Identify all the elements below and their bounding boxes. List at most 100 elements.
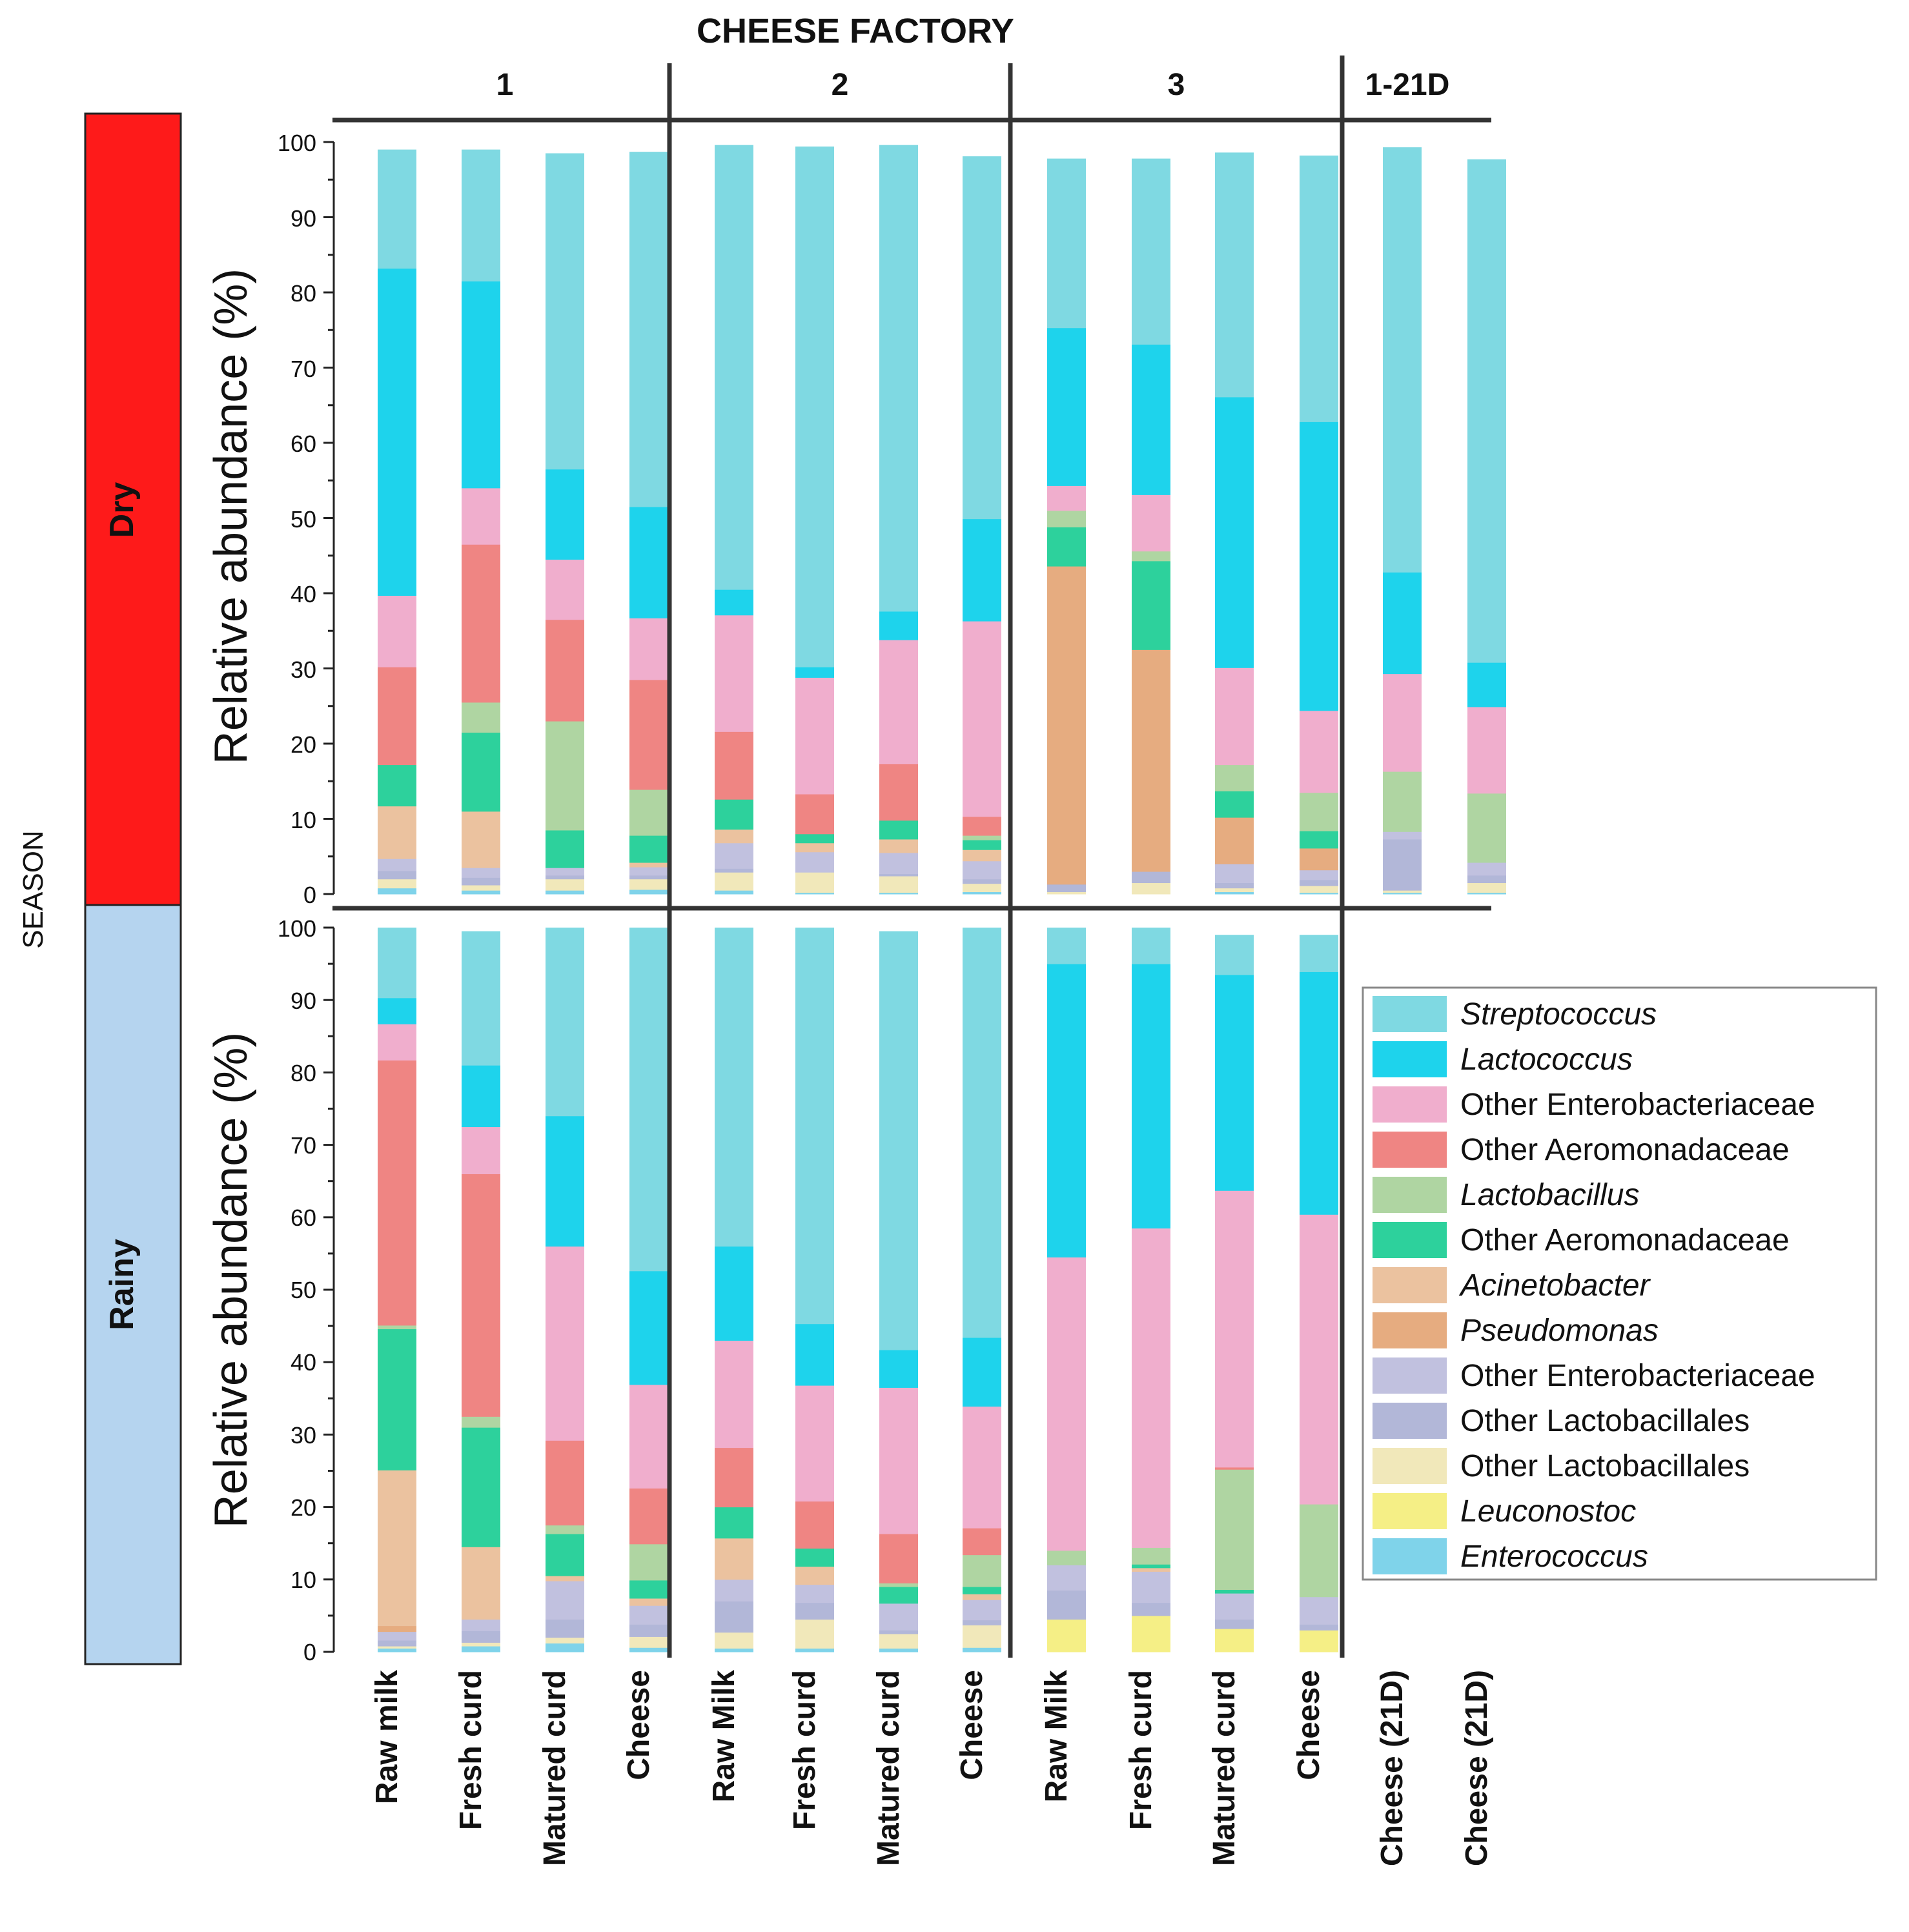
y-ticks-dry [323,141,334,895]
bar-segment [1132,928,1170,964]
bar-segment [715,928,753,1247]
y-tick-label: 30 [291,1422,316,1449]
bar-segment [795,667,834,678]
bar-segment [715,1601,753,1633]
bar-segment [1215,864,1254,884]
x-label: Raw Milk [707,1670,741,1803]
bar-segment [629,867,668,876]
legend-label: Leuconostoc [1460,1494,1636,1529]
bar-segment [879,1350,918,1388]
bar-segment [1132,1547,1170,1565]
bar-segment [963,835,1001,840]
bar-segment [715,890,753,895]
bar-segment [1383,890,1422,893]
bar-segment [1047,510,1086,527]
x-axis-labels: Raw milk Fresh curd Matured curd Cheese … [370,1670,1494,1866]
bar-segment [629,507,668,618]
x-label: Fresh curd [1124,1670,1158,1830]
bar-segment [1383,839,1422,891]
bar-segment [1215,764,1254,791]
x-label: Fresh curd [788,1670,822,1830]
season-axis-label: SEASON [17,830,49,948]
bar-segment [629,152,668,507]
bar-segment [462,149,500,282]
legend-label: Lactococcus [1460,1042,1633,1077]
bar-segment [1300,886,1338,893]
bar-segment [462,1631,500,1643]
bar-segment [1132,1571,1170,1603]
bar-segment [1215,1469,1254,1591]
bar-segment [963,840,1001,850]
bar-segment [1215,1467,1254,1470]
bar-segment [629,1624,668,1637]
bar-segment [462,1547,500,1620]
bar-segment [1383,572,1422,675]
y-tick-label: 90 [291,988,316,1014]
bar-segment [963,1528,1001,1556]
bar-segment [629,890,668,895]
bar-segment [1383,831,1422,840]
bar-segment [462,811,500,868]
bar-segment [879,839,918,853]
bar-segment [879,1648,918,1652]
bar-segment [715,589,753,616]
bar-segment [462,931,500,1066]
bar-segment [795,794,834,835]
bar-segment [795,1385,834,1502]
legend-swatch [1373,1222,1447,1258]
bar-segment [1047,891,1086,895]
bar-segment [1300,1596,1338,1625]
bar-segment [1047,566,1086,885]
bar-segment [1215,1629,1254,1652]
bar-segment [715,872,753,891]
bar-segment [462,885,500,891]
bar-segment [546,1525,584,1534]
bar-segment [1132,649,1170,872]
bar-segment [879,611,918,640]
bar-segment [546,469,584,560]
y-ticks-rainy [323,926,334,1653]
x-label: Matured curd [872,1670,906,1866]
bar-segment [378,806,416,859]
bar-segment [462,1619,500,1631]
bar-segment [546,928,584,1117]
bar-segment [795,677,834,795]
bar-segment [629,1598,668,1606]
bar-segment [879,640,918,764]
x-label: Cheese [955,1670,989,1780]
bar-segment [1047,1590,1086,1620]
bar-segment [462,877,500,886]
bar-segment [715,731,753,800]
bar-segment [1467,892,1506,895]
bar-segment [546,619,584,722]
bar-segment [715,842,753,869]
bar-segment [795,1619,834,1649]
bar-segment [879,931,918,1350]
y-tick-label: 30 [291,656,316,683]
x-label: Cheese [622,1670,656,1780]
bar-segment [378,1640,416,1647]
legend-swatch [1373,1448,1447,1484]
bar-segment [1215,152,1254,398]
x-label: Matured curd [538,1670,572,1866]
bar-segment [1215,935,1254,975]
bar-segment [378,667,416,766]
bar-segment [1215,882,1254,889]
bar-segment [963,1625,1001,1648]
y-tick-label: 40 [291,581,316,607]
bar-segment [462,890,500,895]
season-dry-label: Dry [103,482,141,538]
bar-segment [1132,882,1170,895]
bar-segment [963,1554,1001,1587]
bar-segment [1215,1190,1254,1468]
bar-segment [963,817,1001,836]
bar-segment [378,764,416,807]
bar-segment [378,268,416,596]
bar-segment [715,1648,753,1652]
bar-segment [879,145,918,612]
bar-segment [1132,1615,1170,1652]
bar-segment [879,852,918,875]
bar-segment [462,1427,500,1547]
factory-3-header: 3 [1168,68,1185,102]
bar-segment [629,835,668,863]
